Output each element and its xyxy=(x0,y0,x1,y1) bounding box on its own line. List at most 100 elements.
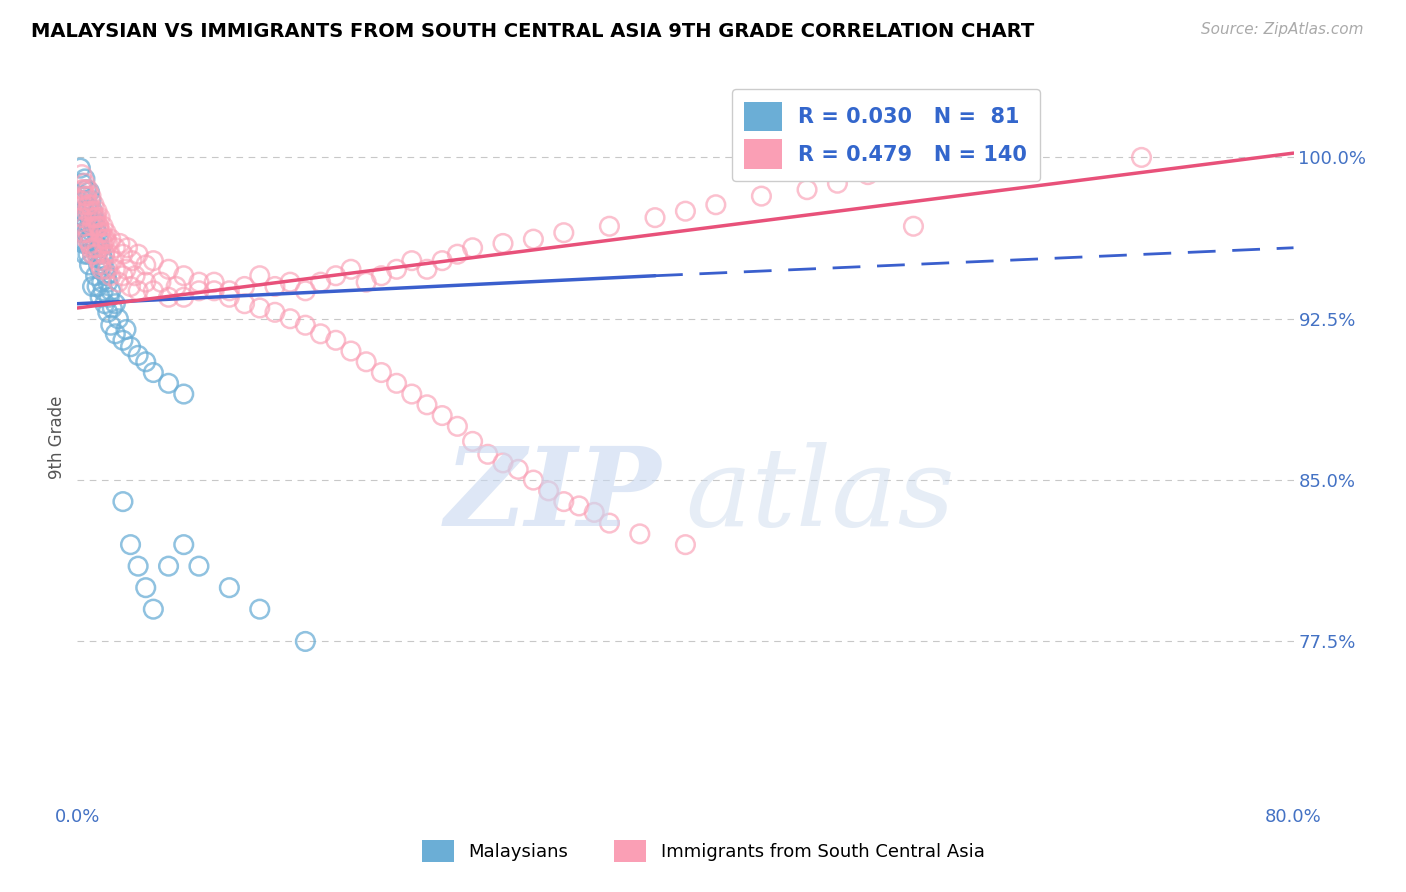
Point xyxy=(385,262,408,277)
Point xyxy=(1130,150,1153,164)
Point xyxy=(72,198,94,212)
Point xyxy=(108,236,131,251)
Point xyxy=(568,499,591,513)
Point xyxy=(401,253,423,268)
Point xyxy=(135,258,157,272)
Point xyxy=(90,262,112,277)
Point xyxy=(157,290,180,304)
Point xyxy=(553,494,575,508)
Point xyxy=(73,219,96,234)
Point xyxy=(89,258,111,272)
Point xyxy=(93,262,115,277)
Point xyxy=(461,241,484,255)
Point xyxy=(73,176,96,190)
Point xyxy=(86,226,108,240)
Point xyxy=(72,226,94,240)
Point xyxy=(675,204,697,219)
Point xyxy=(73,204,96,219)
Point xyxy=(165,279,187,293)
Point xyxy=(69,194,91,208)
Point xyxy=(87,219,110,234)
Point xyxy=(70,168,93,182)
Point xyxy=(628,527,651,541)
Point xyxy=(121,253,143,268)
Point xyxy=(89,262,111,277)
Point xyxy=(446,419,468,434)
Point xyxy=(173,290,195,304)
Point xyxy=(87,232,110,246)
Point xyxy=(75,226,97,240)
Point xyxy=(77,226,100,240)
Point xyxy=(89,290,111,304)
Point xyxy=(83,241,105,255)
Point xyxy=(100,284,122,298)
Point xyxy=(188,559,211,574)
Point xyxy=(142,602,165,616)
Point xyxy=(96,232,118,246)
Point xyxy=(135,275,157,289)
Point xyxy=(598,516,620,530)
Point xyxy=(75,232,97,246)
Point xyxy=(430,253,453,268)
Point xyxy=(70,204,93,219)
Point xyxy=(202,284,225,298)
Point xyxy=(83,215,105,229)
Point xyxy=(77,247,100,261)
Point xyxy=(127,284,149,298)
Point xyxy=(553,226,575,240)
Point xyxy=(430,409,453,423)
Point xyxy=(233,296,256,310)
Text: ZIP: ZIP xyxy=(444,442,661,549)
Point xyxy=(72,211,94,225)
Point xyxy=(370,366,392,380)
Point xyxy=(77,226,100,240)
Point xyxy=(120,340,142,354)
Point xyxy=(294,318,316,333)
Point xyxy=(101,301,124,315)
Point xyxy=(385,376,408,391)
Point xyxy=(79,198,101,212)
Point xyxy=(77,198,100,212)
Point xyxy=(97,305,120,319)
Point xyxy=(97,236,120,251)
Point xyxy=(294,284,316,298)
Point xyxy=(157,376,180,391)
Point xyxy=(84,211,107,225)
Point xyxy=(173,268,195,283)
Point xyxy=(89,241,111,255)
Point xyxy=(70,183,93,197)
Point xyxy=(84,268,107,283)
Point xyxy=(827,176,849,190)
Point xyxy=(142,284,165,298)
Point xyxy=(309,326,332,341)
Point xyxy=(70,211,93,225)
Point xyxy=(79,236,101,251)
Point xyxy=(69,161,91,176)
Point xyxy=(278,275,301,289)
Point xyxy=(75,236,97,251)
Point xyxy=(79,236,101,251)
Point xyxy=(83,198,105,212)
Legend: R = 0.030   N =  81, R = 0.479   N = 140: R = 0.030 N = 81, R = 0.479 N = 140 xyxy=(733,89,1040,181)
Legend: Malaysians, Immigrants from South Central Asia: Malaysians, Immigrants from South Centra… xyxy=(415,833,991,870)
Point xyxy=(115,322,138,336)
Point xyxy=(82,204,104,219)
Y-axis label: 9th Grade: 9th Grade xyxy=(48,395,66,479)
Point xyxy=(796,183,818,197)
Point xyxy=(79,204,101,219)
Point xyxy=(173,387,195,401)
Point xyxy=(111,268,134,283)
Point xyxy=(84,219,107,234)
Point xyxy=(704,198,727,212)
Point xyxy=(70,176,93,190)
Point xyxy=(264,279,287,293)
Point xyxy=(90,226,112,240)
Point xyxy=(416,398,439,412)
Point xyxy=(72,189,94,203)
Point xyxy=(856,168,879,182)
Point xyxy=(80,241,103,255)
Point xyxy=(70,226,93,240)
Point xyxy=(91,219,114,234)
Point xyxy=(370,268,392,283)
Point xyxy=(82,247,104,261)
